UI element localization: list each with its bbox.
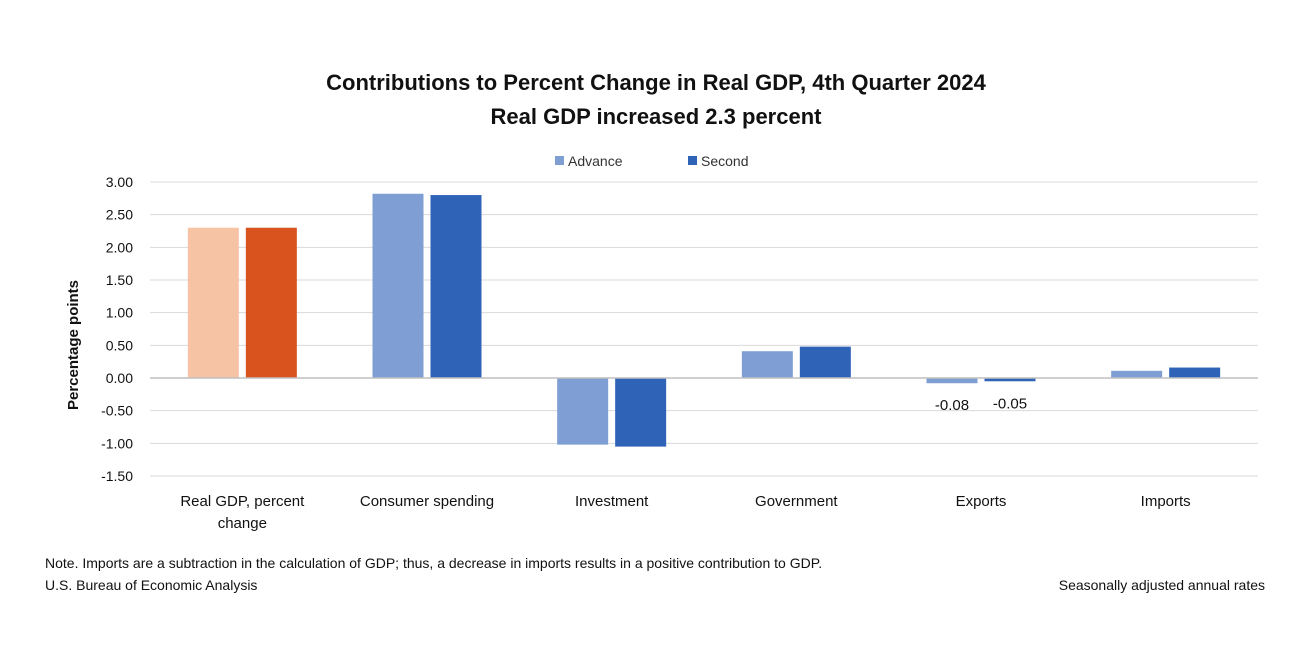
y-tick-labels: 3.00 2.50 2.00 1.50 1.00 0.50 0.00 -0.50 -1.00 -1… xyxy=(101,174,133,484)
bar-advance-5 xyxy=(1111,370,1163,378)
bar-second-5 xyxy=(1169,367,1221,378)
x-tick-label: Exports xyxy=(956,493,1007,510)
y-tick-label: 2.00 xyxy=(106,239,133,255)
data-label: -0.05 xyxy=(993,395,1027,412)
grid-lines xyxy=(150,181,1258,477)
y-tick-label: 1.00 xyxy=(106,305,133,321)
bar-advance-2 xyxy=(557,378,609,445)
y-tick-label: -1.50 xyxy=(101,468,133,484)
legend-label-second: Second xyxy=(701,153,748,169)
bar-second-4 xyxy=(984,378,1036,382)
bar-second-3 xyxy=(799,346,851,378)
bar-advance-3 xyxy=(741,351,793,378)
bar-advance-0 xyxy=(187,227,239,378)
y-tick-label: 0.50 xyxy=(106,337,133,353)
y-tick-label: 0.00 xyxy=(106,370,133,386)
chart-title: Contributions to Percent Change in Real … xyxy=(326,70,986,95)
legend-label-advance: Advance xyxy=(568,153,623,169)
chart-subtitle: Real GDP increased 2.3 percent xyxy=(490,104,822,129)
x-tick-label: Government xyxy=(755,493,838,510)
bar-second-0 xyxy=(245,227,297,378)
y-tick-label: -1.00 xyxy=(101,435,133,451)
bar-second-2 xyxy=(615,378,667,447)
x-tick-label: Imports xyxy=(1141,493,1191,510)
bars xyxy=(187,193,1221,447)
y-tick-label: -0.50 xyxy=(101,403,133,419)
bar-advance-1 xyxy=(372,193,424,378)
data-labels: -0.08 -0.05 xyxy=(935,395,1027,414)
legend: Advance Second xyxy=(555,153,748,169)
rates-label: Seasonally adjusted annual rates xyxy=(1058,577,1265,593)
legend-swatch-second xyxy=(688,156,697,165)
y-tick-label: 3.00 xyxy=(106,174,133,190)
bar-second-1 xyxy=(430,195,482,378)
y-tick-label: 1.50 xyxy=(106,272,133,288)
data-label: -0.08 xyxy=(935,397,969,414)
x-tick-label: Real GDP, percent xyxy=(180,493,305,510)
footnote: Note. Imports are a subtraction in the c… xyxy=(45,555,823,571)
legend-swatch-advance xyxy=(555,156,564,165)
x-tick-labels: Real GDP, percent change Consumer spending… xyxy=(180,493,1190,532)
y-tick-label: 2.50 xyxy=(106,207,133,223)
source-credit: U.S. Bureau of Economic Analysis xyxy=(45,577,258,593)
x-tick-label: Investment xyxy=(575,493,649,510)
x-tick-label: change xyxy=(218,515,267,532)
x-tick-label: Consumer spending xyxy=(360,493,494,510)
y-axis-label: Percentage points xyxy=(65,280,82,410)
bar-advance-4 xyxy=(926,378,978,384)
